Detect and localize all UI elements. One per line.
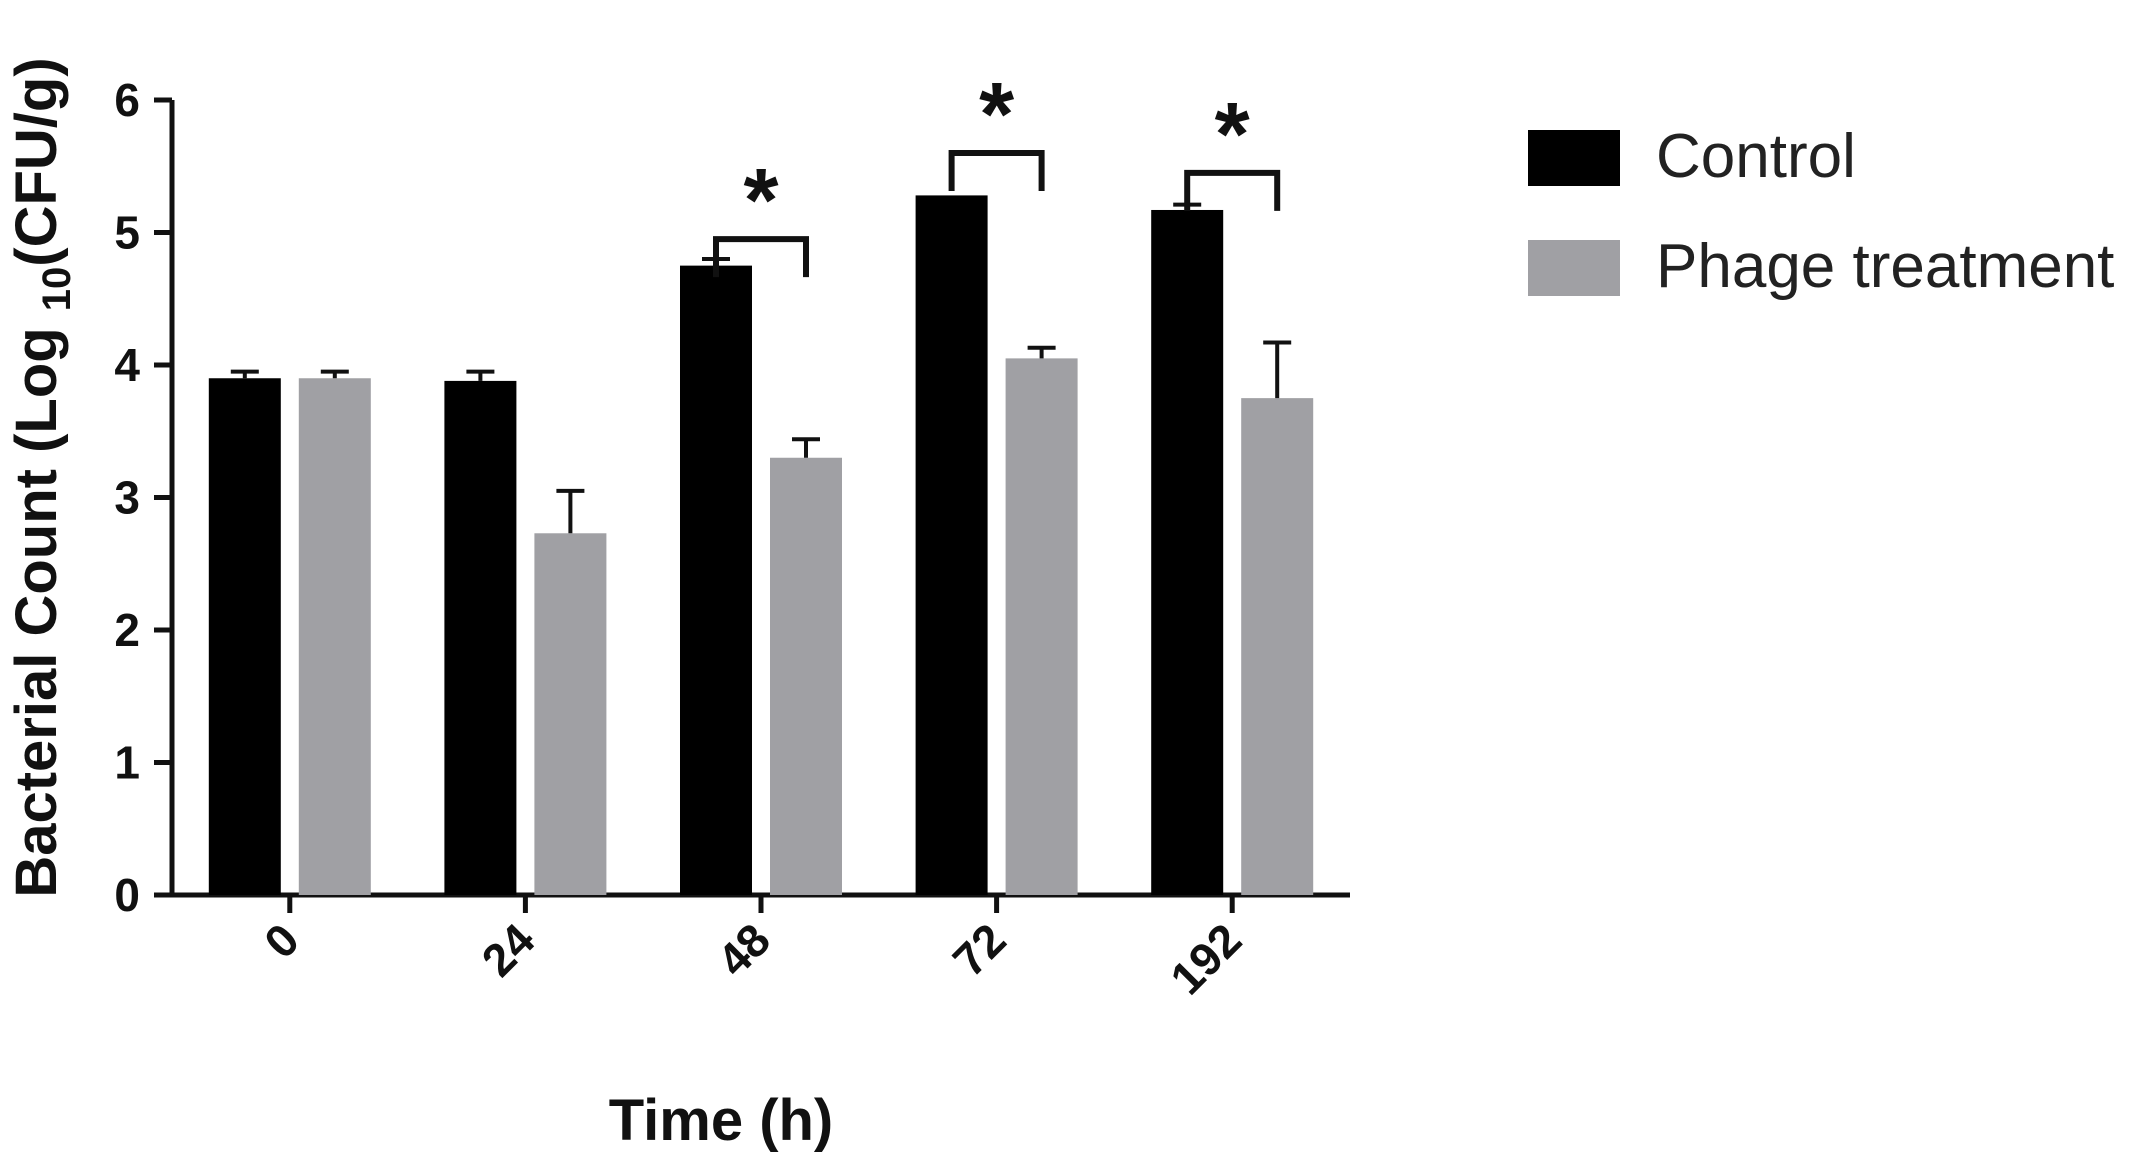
significance-bracket [948,150,1045,191]
bar [1241,398,1314,895]
bar [770,457,842,895]
significance-bracket [1184,169,1281,211]
y-tick-label: 3 [114,472,140,524]
legend-label: Control [1656,122,1856,191]
y-axis-title-subscript: 10 [35,267,79,312]
y-tick-label: 0 [114,869,140,921]
x-tick-label: 24 [472,913,545,986]
bar [444,380,517,895]
legend-swatch [1528,240,1620,296]
significance-star: * [743,151,778,251]
y-tick-label: 4 [114,339,140,391]
bar [1151,209,1224,896]
y-tick-label: 6 [114,74,140,126]
significance-star: * [1215,85,1250,185]
x-tick-label: 0 [254,913,309,968]
bar [298,378,371,895]
y-tick-label: 5 [114,207,140,259]
y-axis-title-text: Bacterial Count (Log [4,311,69,897]
bar [915,195,988,895]
bar [1005,358,1078,895]
x-axis-title: Time (h) [609,1088,834,1153]
y-axis-title-unit: (CFU/g) [4,57,69,266]
x-tick-label: 72 [943,913,1016,986]
bar [208,378,281,895]
significance-bracket [713,236,809,278]
y-tick-label: 1 [114,737,140,789]
y-tick-label: 2 [114,604,140,656]
legend-label: Phage treatment [1656,232,2114,301]
bar [534,533,607,895]
legend-swatch [1528,130,1620,186]
significance-star: * [979,65,1014,165]
x-tick-label: 192 [1160,913,1251,1004]
bar [680,265,752,895]
x-tick-label: 48 [707,913,780,986]
y-axis-title: Bacterial Count (Log 10(CFU/g) [4,57,79,897]
